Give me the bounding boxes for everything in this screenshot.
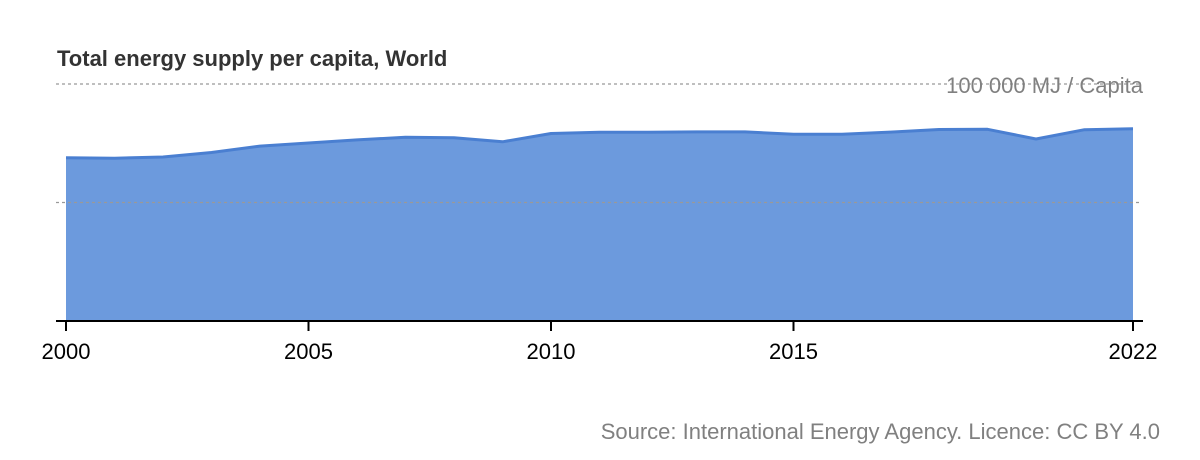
- source-note: Source: International Energy Agency. Lic…: [600, 419, 1160, 444]
- x-tick-label: 2015: [769, 339, 818, 364]
- x-tick-label: 2010: [527, 339, 576, 364]
- x-tick-label: 2000: [42, 339, 91, 364]
- y-unit-label: 100 000 MJ / Capita: [946, 73, 1144, 98]
- series-line: [65, 127, 1134, 160]
- chart-title: Total energy supply per capita, World: [57, 46, 448, 71]
- x-tick-label: 2022: [1109, 339, 1158, 364]
- x-tick-label: 2005: [284, 339, 333, 364]
- series-area: [66, 128, 1133, 321]
